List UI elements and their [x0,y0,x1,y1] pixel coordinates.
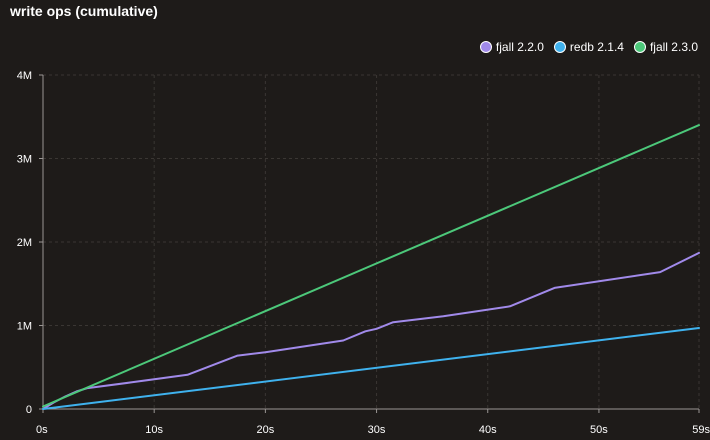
y-tick-label: 0 [26,404,32,416]
series-line-fjall-2-3-0 [42,124,700,408]
legend-label-redb-2-1-4: redb 2.1.4 [569,40,624,54]
y-tick-label: 4M [17,70,32,82]
x-tick-label: 30s [368,424,386,436]
y-tick-label: 1M [17,321,32,333]
y-tick-label: 3M [17,154,32,166]
legend-swatch-redb-2-1-4 [553,41,566,53]
legend-item-fjall-2-3-0[interactable]: fjall 2.3.0 [633,40,698,54]
x-tick-label: 0s [36,424,48,436]
legend-label-fjall-2-3-0: fjall 2.3.0 [649,40,698,54]
x-tick-label: 10s [145,424,163,436]
y-tick-label: 2M [17,237,32,249]
legend-item-redb-2-1-4[interactable]: redb 2.1.4 [553,40,624,54]
chart-title: write ops (cumulative) [10,3,158,19]
legend-swatch-fjall-2-2-0 [479,41,492,53]
x-tick-label: 40s [479,424,497,436]
legend-swatch-fjall-2-3-0 [633,41,646,53]
x-tick-label: 50s [590,424,608,436]
series-line-fjall-2-2-0 [42,251,700,410]
legend-item-fjall-2-2-0[interactable]: fjall 2.2.0 [479,40,544,54]
series-line-redb-2-1-4 [42,327,700,410]
chart-legend: fjall 2.2.0 redb 2.1.4 fjall 2.3.0 [479,40,698,54]
legend-label-fjall-2-2-0: fjall 2.2.0 [495,40,544,54]
x-tick-label: 59s [692,424,710,436]
x-tick-label: 20s [256,424,274,436]
